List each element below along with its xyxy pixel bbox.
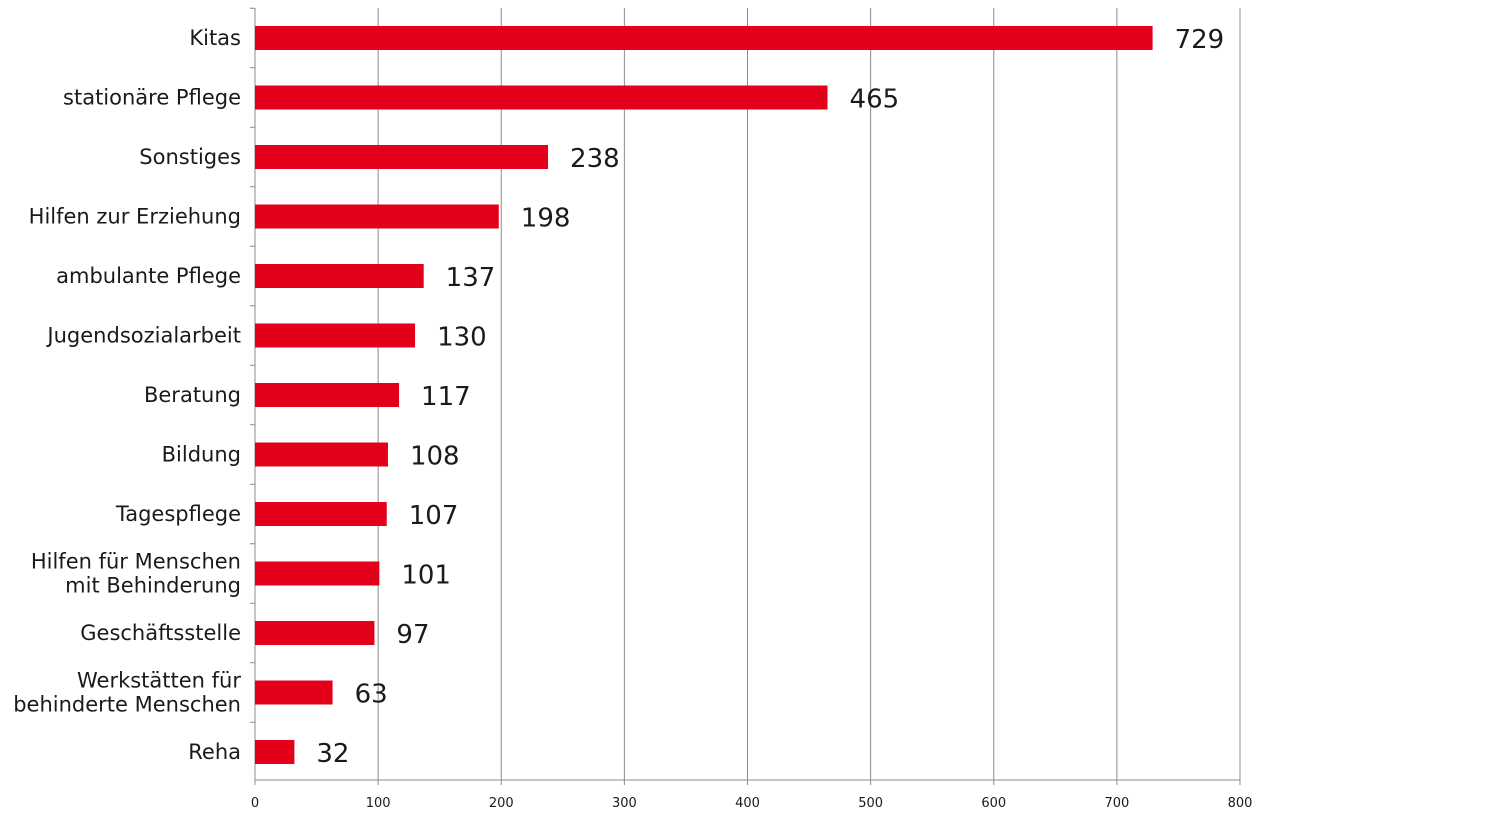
x-tick-label: 100 bbox=[366, 796, 391, 811]
category-label: Reha bbox=[188, 740, 241, 764]
category-label-line: Kitas bbox=[189, 26, 241, 50]
x-tick-label: 0 bbox=[251, 796, 259, 811]
data-label: 107 bbox=[409, 501, 459, 531]
bar bbox=[255, 442, 388, 467]
category-label-line: Hilfen für Menschen bbox=[31, 550, 241, 574]
category-label-line: Tagespflege bbox=[115, 502, 241, 526]
x-tick-label: 600 bbox=[981, 796, 1006, 811]
category-label: ambulante Pflege bbox=[56, 264, 241, 288]
bar bbox=[255, 204, 499, 229]
category-label-line: Reha bbox=[188, 740, 241, 764]
category-label: stationäre Pflege bbox=[63, 86, 241, 110]
x-tick-label: 200 bbox=[489, 796, 514, 811]
category-label-line: Hilfen zur Erziehung bbox=[29, 205, 241, 229]
category-label: Bildung bbox=[162, 443, 241, 467]
category-label-line: mit Behinderung bbox=[65, 574, 241, 598]
data-label: 130 bbox=[437, 323, 487, 353]
bar bbox=[255, 680, 333, 705]
data-label: 97 bbox=[396, 620, 429, 650]
bar bbox=[255, 85, 828, 110]
data-label: 729 bbox=[1175, 25, 1225, 55]
x-tick-label: 400 bbox=[735, 796, 760, 811]
category-label: Jugendsozialarbeit bbox=[45, 324, 241, 348]
category-label-line: Geschäftsstelle bbox=[80, 621, 241, 645]
data-label: 101 bbox=[401, 561, 451, 591]
bar bbox=[255, 145, 549, 169]
bar bbox=[255, 621, 375, 645]
bar bbox=[255, 26, 1153, 50]
data-label: 32 bbox=[316, 739, 349, 769]
category-label: Hilfen für Menschen mit Behinderung bbox=[31, 550, 241, 598]
category-label-line: ambulante Pflege bbox=[56, 264, 241, 288]
x-tick-label: 800 bbox=[1228, 796, 1253, 811]
data-label: 117 bbox=[421, 382, 471, 412]
bar bbox=[255, 264, 424, 288]
category-label-line: Beratung bbox=[144, 383, 241, 407]
x-tick-label: 700 bbox=[1104, 796, 1129, 811]
x-tick-label: 300 bbox=[612, 796, 637, 811]
category-label: Sonstiges bbox=[139, 145, 241, 169]
category-label-line: Werkstätten für bbox=[77, 669, 241, 693]
category-label: Geschäftsstelle bbox=[80, 621, 241, 645]
bar bbox=[255, 502, 387, 526]
x-tick-label: 500 bbox=[858, 796, 883, 811]
category-label-line: stationäre Pflege bbox=[63, 86, 241, 110]
category-label: Beratung bbox=[144, 383, 241, 407]
data-label: 137 bbox=[446, 263, 496, 293]
data-label: 238 bbox=[570, 144, 620, 174]
category-label-line: Sonstiges bbox=[139, 145, 241, 169]
bar bbox=[255, 561, 380, 586]
data-label: 63 bbox=[355, 680, 388, 710]
bar bbox=[255, 323, 416, 348]
category-label-line: behinderte Menschen bbox=[13, 693, 241, 717]
category-label: Kitas bbox=[189, 26, 241, 50]
category-label-line: Jugendsozialarbeit bbox=[45, 324, 241, 348]
bar bbox=[255, 383, 400, 407]
category-label: Hilfen zur Erziehung bbox=[29, 205, 241, 229]
data-label: 465 bbox=[850, 85, 900, 115]
category-label: Werkstätten für behinderte Menschen bbox=[13, 669, 241, 717]
category-label: Tagespflege bbox=[115, 502, 241, 526]
data-label: 108 bbox=[410, 442, 460, 472]
data-label: 198 bbox=[521, 204, 571, 234]
bar bbox=[255, 740, 295, 764]
category-label-line: Bildung bbox=[162, 443, 241, 467]
